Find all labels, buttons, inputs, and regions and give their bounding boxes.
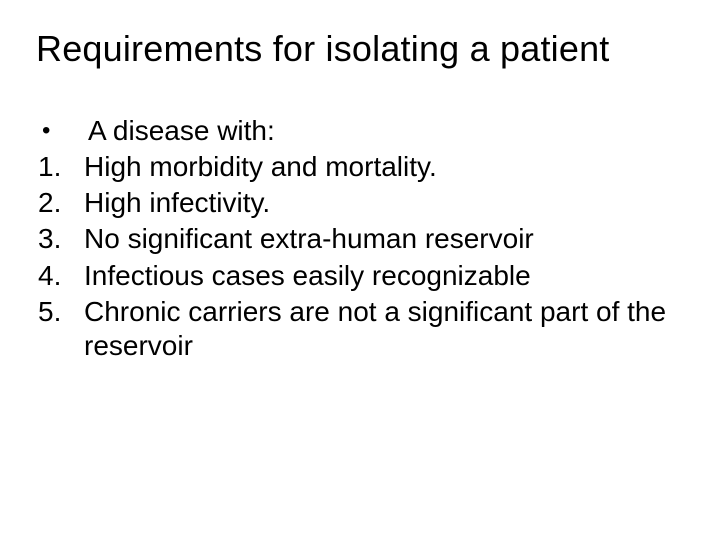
list-marker: 1. <box>36 150 84 184</box>
slide-title: Requirements for isolating a patient <box>36 28 684 70</box>
list-text: High morbidity and mortality. <box>84 150 684 184</box>
list-item: 1. High morbidity and mortality. <box>36 150 684 184</box>
list-text: No significant extra-human reservoir <box>84 222 684 256</box>
list-marker: 2. <box>36 186 84 220</box>
list-item: 2. High infectivity. <box>36 186 684 220</box>
list-marker: 4. <box>36 259 84 293</box>
list-item: 4. Infectious cases easily recognizable <box>36 259 684 293</box>
list-text: Chronic carriers are not a significant p… <box>84 295 684 363</box>
list-item: 5. Chronic carriers are not a significan… <box>36 295 684 363</box>
list-text: High infectivity. <box>84 186 684 220</box>
list-marker: • <box>36 114 88 148</box>
list-item: • A disease with: <box>36 114 684 148</box>
slide: Requirements for isolating a patient • A… <box>0 0 720 540</box>
slide-body: • A disease with: 1. High morbidity and … <box>36 114 684 363</box>
list-text: Infectious cases easily recognizable <box>84 259 684 293</box>
list-item: 3. No significant extra-human reservoir <box>36 222 684 256</box>
list-marker: 5. <box>36 295 84 329</box>
list-marker: 3. <box>36 222 84 256</box>
list-text: A disease with: <box>88 114 684 148</box>
